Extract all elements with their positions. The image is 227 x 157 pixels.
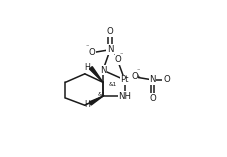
Text: H: H (84, 100, 89, 109)
Text: ⁻: ⁻ (85, 45, 89, 51)
Text: ⁻: ⁻ (119, 52, 123, 58)
Polygon shape (89, 67, 103, 82)
Text: O: O (148, 94, 155, 103)
Text: O: O (131, 72, 137, 81)
Text: N: N (99, 66, 106, 75)
Text: O: O (114, 55, 120, 64)
Text: O: O (162, 75, 169, 84)
Polygon shape (89, 96, 103, 105)
Text: O: O (88, 48, 95, 57)
Text: N: N (149, 75, 155, 84)
Text: O: O (106, 27, 113, 36)
Text: ⁻: ⁻ (136, 69, 140, 75)
Text: •: • (131, 76, 134, 81)
Text: NH: NH (118, 92, 131, 101)
Text: Pt: Pt (120, 75, 128, 84)
Text: 2+: 2+ (132, 74, 141, 79)
Text: H: H (84, 63, 90, 72)
Text: N: N (106, 45, 113, 54)
Text: &1: &1 (98, 92, 106, 97)
Text: &1: &1 (108, 82, 116, 87)
